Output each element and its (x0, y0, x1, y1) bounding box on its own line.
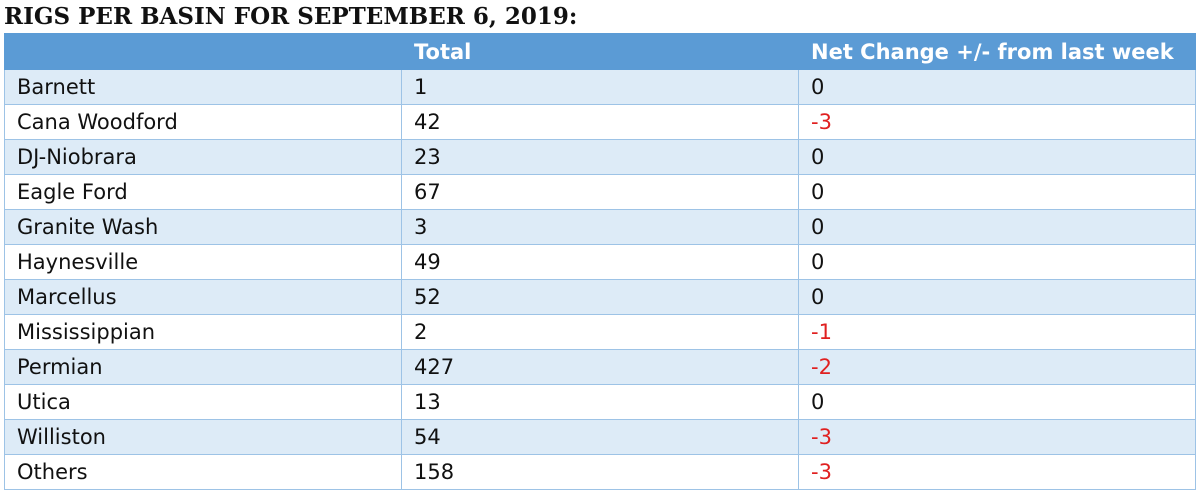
table-row: Utica 13 0 (4, 384, 1196, 420)
page-title: RIGS PER BASIN FOR SEPTEMBER 6, 2019: (4, 3, 578, 30)
change-cell: 0 (798, 209, 1196, 245)
basin-cell: Williston (4, 419, 402, 455)
total-cell: 2 (401, 314, 799, 350)
table-row: DJ-Niobrara 23 0 (4, 139, 1196, 175)
change-cell: -3 (798, 419, 1196, 455)
table-row: Eagle Ford 67 0 (4, 174, 1196, 210)
basin-cell: Mississippian (4, 314, 402, 350)
change-cell: -3 (798, 104, 1196, 140)
basin-cell: Eagle Ford (4, 174, 402, 210)
total-cell: 23 (401, 139, 799, 175)
header-basin (4, 33, 402, 70)
table-row: Mississippian 2 -1 (4, 314, 1196, 350)
total-cell: 67 (401, 174, 799, 210)
change-cell: 0 (798, 279, 1196, 315)
total-cell: 54 (401, 419, 799, 455)
change-cell: 0 (798, 244, 1196, 280)
change-cell: -1 (798, 314, 1196, 350)
basin-cell: DJ-Niobrara (4, 139, 402, 175)
table-row: Haynesville 49 0 (4, 244, 1196, 280)
basin-cell: Marcellus (4, 279, 402, 315)
total-cell: 3 (401, 209, 799, 245)
total-cell: 158 (401, 454, 799, 490)
table-row: Marcellus 52 0 (4, 279, 1196, 315)
header-net-change: Net Change +/- from last week (798, 33, 1196, 70)
change-cell: 0 (798, 69, 1196, 105)
total-cell: 49 (401, 244, 799, 280)
table-row: Permian 427 -2 (4, 349, 1196, 385)
basin-cell: Permian (4, 349, 402, 385)
change-cell: 0 (798, 384, 1196, 420)
basin-cell: Granite Wash (4, 209, 402, 245)
change-cell: 0 (798, 139, 1196, 175)
table-row: Barnett 1 0 (4, 69, 1196, 105)
total-cell: 52 (401, 279, 799, 315)
total-cell: 1 (401, 69, 799, 105)
basin-cell: Others (4, 454, 402, 490)
basin-cell: Haynesville (4, 244, 402, 280)
change-cell: 0 (798, 174, 1196, 210)
table-row: Others 158 -3 (4, 454, 1196, 490)
total-cell: 13 (401, 384, 799, 420)
table-row: Williston 54 -3 (4, 419, 1196, 455)
basin-cell: Barnett (4, 69, 402, 105)
basin-cell: Cana Woodford (4, 104, 402, 140)
change-cell: -2 (798, 349, 1196, 385)
change-cell: -3 (798, 454, 1196, 490)
header-row: Total Net Change +/- from last week (4, 33, 1196, 70)
total-cell: 427 (401, 349, 799, 385)
rigs-table: Total Net Change +/- from last week Barn… (4, 33, 1196, 490)
basin-cell: Utica (4, 384, 402, 420)
total-cell: 42 (401, 104, 799, 140)
table-body: Barnett 1 0 Cana Woodford 42 -3 DJ-Niobr… (4, 69, 1196, 490)
table-row: Granite Wash 3 0 (4, 209, 1196, 245)
table-row: Cana Woodford 42 -3 (4, 104, 1196, 140)
header-total: Total (401, 33, 799, 70)
